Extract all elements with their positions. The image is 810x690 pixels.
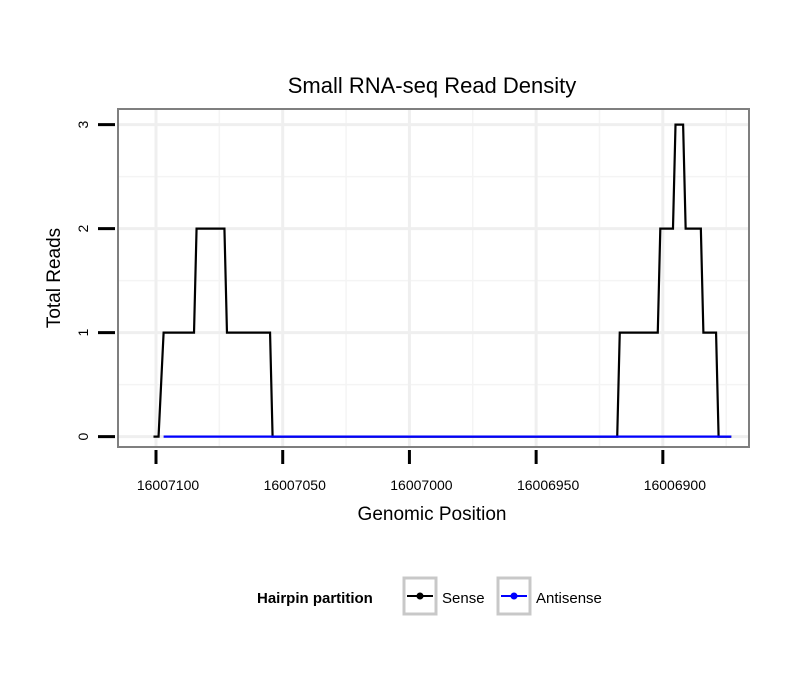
y-tick-label: 0 bbox=[75, 432, 91, 440]
y-axis-title: Total Reads bbox=[44, 228, 65, 328]
legend-key-dot-antisense bbox=[510, 592, 518, 600]
y-tick-label: 2 bbox=[75, 224, 91, 232]
legend: Hairpin partition Sense Antisense bbox=[257, 576, 602, 616]
legend-key-dot-sense bbox=[416, 592, 424, 600]
plot-border bbox=[117, 108, 750, 448]
x-axis-title: Genomic Position bbox=[358, 504, 507, 525]
legend-title: Hairpin partition bbox=[257, 590, 373, 607]
y-tick-label: 1 bbox=[75, 328, 91, 336]
x-tick-label: 16007000 bbox=[390, 477, 453, 493]
chart-title: Small RNA-seq Read Density bbox=[288, 73, 577, 98]
x-tick-label: 16007050 bbox=[264, 477, 327, 493]
x-tick-label: 16007100 bbox=[137, 477, 200, 493]
grid-lines bbox=[118, 109, 749, 447]
y-tick-label: 3 bbox=[75, 120, 91, 128]
x-tick-label: 16006950 bbox=[517, 477, 580, 493]
series-layer bbox=[153, 123, 732, 438]
series-line-sense bbox=[153, 123, 732, 438]
legend-label-antisense: Antisense bbox=[536, 590, 602, 607]
x-tick-label: 16006900 bbox=[644, 477, 707, 493]
legend-label-sense: Sense bbox=[442, 590, 485, 607]
axis-ticks: 16007100 16007050 16007000 16006950 16006900… bbox=[75, 120, 706, 493]
